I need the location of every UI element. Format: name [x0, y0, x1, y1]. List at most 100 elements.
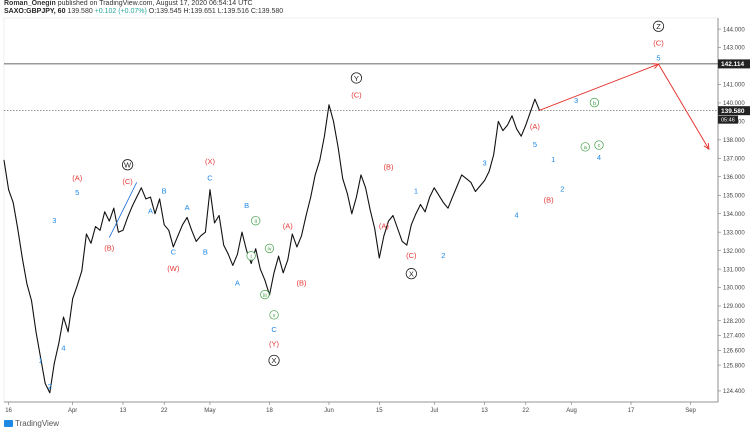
- wave-label: 5: [656, 53, 660, 62]
- price-point: [90, 242, 92, 244]
- price-point: [264, 279, 266, 281]
- price-point: [502, 130, 504, 132]
- x-tick-label: 13: [481, 408, 488, 414]
- wave-label: C: [271, 325, 277, 334]
- wave-label: iii: [263, 293, 267, 299]
- price-point: [53, 362, 55, 364]
- price-point: [516, 128, 518, 130]
- footer-brand: TradingView: [15, 419, 60, 428]
- price-point: [150, 196, 151, 198]
- price-point: [291, 233, 293, 235]
- price-point: [356, 196, 357, 198]
- x-tick-label: Jun: [324, 408, 334, 414]
- symbol-change: +0.102 (+0.07%): [94, 8, 147, 15]
- countdown-tag: [718, 115, 738, 124]
- price-point: [214, 222, 215, 224]
- symbol-legend: SAXO:GBPJPY, 60 139.580 +0.102 (+0.07%) …: [4, 8, 283, 15]
- price-point: [534, 98, 536, 100]
- x-tick-label: 17: [628, 408, 635, 414]
- price-point: [113, 207, 115, 209]
- price-point: [259, 268, 261, 270]
- price-point: [49, 392, 51, 394]
- price-point: [369, 209, 371, 211]
- wave-label: i: [251, 254, 252, 260]
- price-point: [319, 159, 321, 161]
- published-text: published on TradingView.com, August 17,…: [57, 0, 253, 7]
- wave-label: A: [185, 203, 190, 212]
- y-tick-label: 143.000: [723, 46, 745, 52]
- wave-label: b: [593, 101, 596, 107]
- wave-label: C: [207, 173, 213, 182]
- price-point: [81, 270, 83, 272]
- forecast-path: [539, 63, 710, 150]
- price-point: [420, 204, 421, 205]
- y-tick-label: 132.000: [723, 249, 745, 255]
- wave-label-circle: [594, 140, 604, 150]
- price-point: [484, 180, 485, 181]
- price-point: [273, 272, 275, 274]
- wave-label: 1: [39, 356, 43, 365]
- price-point: [282, 272, 284, 274]
- wave-label: 3: [52, 216, 56, 225]
- price-point: [493, 154, 495, 156]
- wave-label: v: [273, 313, 276, 319]
- forecast-down-arrow: [703, 143, 710, 151]
- wave-label: (Y): [269, 340, 280, 349]
- wave-label: B: [203, 247, 208, 256]
- price-point: [186, 216, 188, 218]
- wave-label: (A): [283, 221, 294, 230]
- wave-label: 5: [75, 188, 79, 197]
- wave-label: (B): [104, 244, 115, 253]
- price-point: [209, 189, 211, 191]
- y-tick-label: 138.000: [723, 138, 745, 144]
- price-point: [131, 205, 133, 207]
- wave-label: A: [235, 279, 240, 288]
- price-point: [63, 316, 64, 318]
- y-tick-label: 144.000: [723, 27, 745, 33]
- wave-label: (W): [167, 264, 180, 273]
- price-point: [497, 120, 499, 122]
- wave-label: 2: [441, 251, 445, 260]
- price-point: [333, 120, 334, 122]
- wave-label-circle: [405, 268, 417, 280]
- price-point: [378, 257, 380, 259]
- price-point: [278, 255, 280, 257]
- wave-label: (B): [544, 196, 555, 205]
- wave-label-circle: [246, 251, 256, 261]
- price-point: [237, 253, 238, 255]
- wave-label: B: [162, 186, 167, 195]
- price-point: [177, 235, 179, 237]
- price-point: [246, 250, 247, 252]
- price-point: [470, 181, 472, 183]
- price-point: [433, 187, 435, 189]
- price-point: [323, 135, 325, 137]
- price-point: [337, 146, 339, 148]
- price-point: [118, 231, 119, 233]
- price-point: [479, 185, 481, 187]
- wave-label-circle: [264, 243, 275, 254]
- wave-label: a: [584, 145, 588, 151]
- y-tick-label: 124.400: [723, 389, 745, 395]
- price-point: [232, 264, 234, 266]
- wave-trendline: [108, 182, 138, 238]
- price-point: [342, 178, 344, 180]
- wave-label: C: [171, 247, 177, 256]
- price-point: [388, 220, 389, 222]
- price-point: [127, 216, 128, 218]
- wave-label: 5: [533, 140, 537, 149]
- price-point: [35, 331, 37, 333]
- wave-label: 4: [515, 210, 519, 219]
- y-tick-label: 133.000: [723, 230, 745, 236]
- price-point: [8, 189, 9, 191]
- price-point: [136, 196, 138, 198]
- wave-label: 4: [61, 343, 65, 352]
- price-point: [365, 187, 366, 189]
- price-point: [406, 244, 408, 246]
- price-point: [401, 240, 403, 242]
- price-point: [461, 174, 463, 176]
- y-tick-label: 130.000: [723, 286, 745, 292]
- wave-label: A: [148, 207, 153, 216]
- symbol-last: 139.580: [67, 8, 93, 15]
- x-tick-label: Jul: [430, 408, 438, 414]
